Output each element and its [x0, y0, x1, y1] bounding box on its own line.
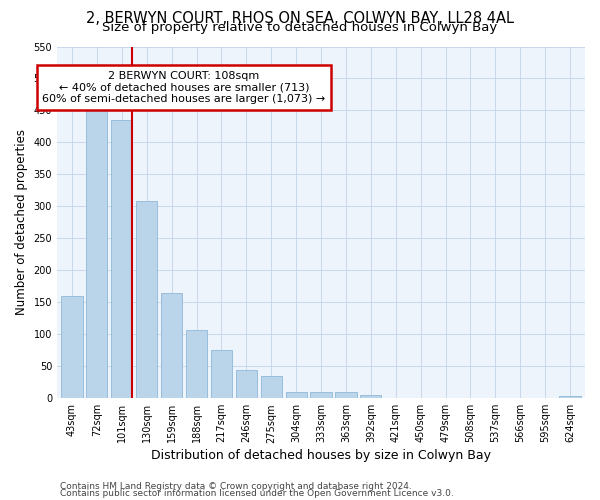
Y-axis label: Number of detached properties: Number of detached properties: [15, 130, 28, 316]
Bar: [286, 392, 307, 398]
Bar: [186, 330, 207, 398]
X-axis label: Distribution of detached houses by size in Colwyn Bay: Distribution of detached houses by size …: [151, 450, 491, 462]
Bar: [136, 201, 157, 398]
Text: Contains HM Land Registry data © Crown copyright and database right 2024.: Contains HM Land Registry data © Crown c…: [60, 482, 412, 491]
Text: 2, BERWYN COURT, RHOS ON SEA, COLWYN BAY, LL28 4AL: 2, BERWYN COURT, RHOS ON SEA, COLWYN BAY…: [86, 11, 514, 26]
Bar: [61, 296, 83, 398]
Bar: [335, 392, 356, 398]
Text: Size of property relative to detached houses in Colwyn Bay: Size of property relative to detached ho…: [103, 22, 497, 35]
Bar: [260, 376, 282, 398]
Bar: [111, 120, 133, 398]
Bar: [161, 292, 182, 398]
Bar: [211, 350, 232, 398]
Bar: [236, 370, 257, 398]
Bar: [360, 395, 382, 398]
Bar: [86, 110, 107, 398]
Bar: [559, 396, 581, 398]
Text: 2 BERWYN COURT: 108sqm
← 40% of detached houses are smaller (713)
60% of semi-de: 2 BERWYN COURT: 108sqm ← 40% of detached…: [43, 71, 326, 104]
Bar: [310, 392, 332, 398]
Text: Contains public sector information licensed under the Open Government Licence v3: Contains public sector information licen…: [60, 489, 454, 498]
